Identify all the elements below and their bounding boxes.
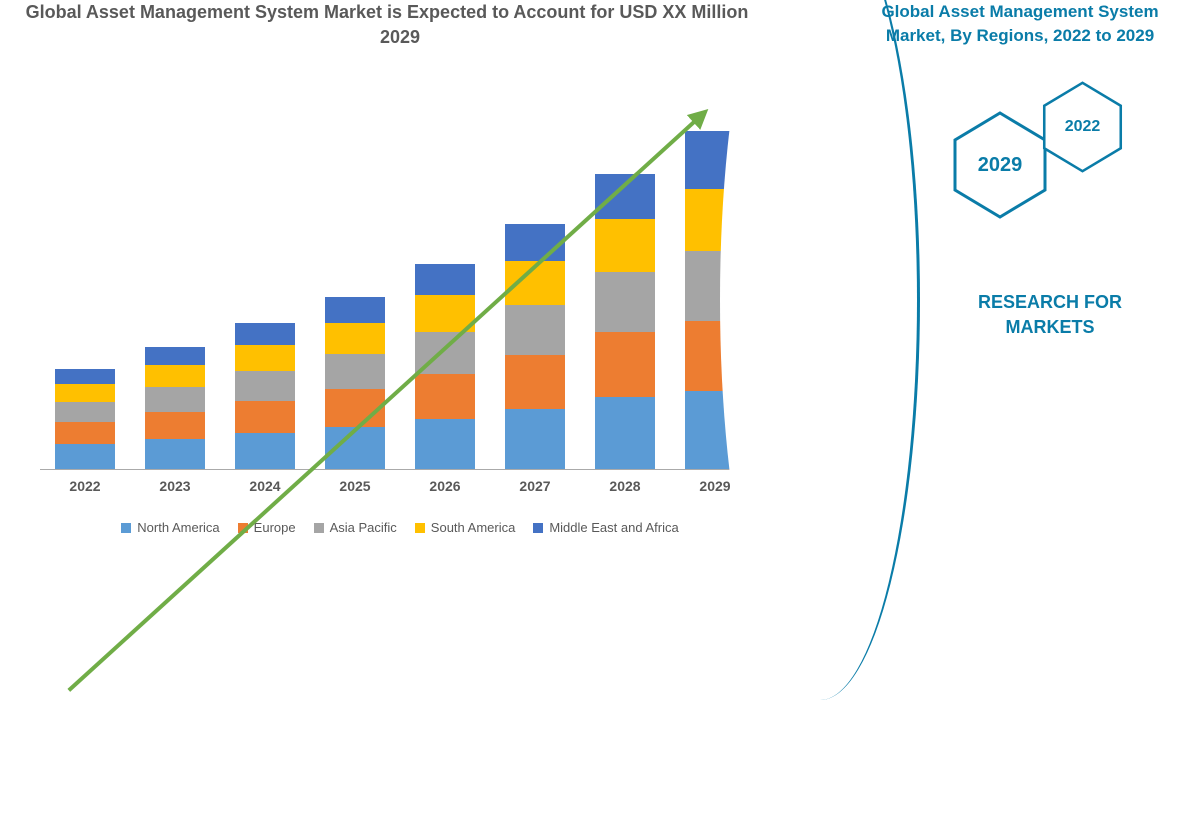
bar-slot: 2027 bbox=[500, 224, 570, 469]
bar bbox=[145, 347, 205, 469]
hex-group: 2029 2022 bbox=[930, 70, 1170, 250]
bar-segment bbox=[235, 323, 295, 345]
bar-category-label: 2025 bbox=[339, 478, 370, 494]
legend-label: South America bbox=[431, 520, 516, 535]
bar-segment bbox=[55, 422, 115, 444]
legend-swatch bbox=[238, 523, 248, 533]
bar-segment bbox=[325, 354, 385, 389]
bar-slot: 2023 bbox=[140, 347, 210, 469]
legend-item: South America bbox=[415, 520, 516, 535]
bar bbox=[595, 174, 655, 469]
hex-2029: 2029 bbox=[950, 110, 1050, 220]
hex-2022-label: 2022 bbox=[1065, 118, 1101, 136]
bar-segment bbox=[505, 224, 565, 261]
research-label: RESEARCH FOR MARKETS bbox=[940, 290, 1160, 340]
bar-segment bbox=[415, 419, 475, 469]
bar-category-label: 2029 bbox=[699, 478, 730, 494]
bar-segment bbox=[145, 439, 205, 469]
legend-swatch bbox=[415, 523, 425, 533]
chart-panel: Global Asset Management System Market is… bbox=[0, 0, 800, 600]
hex-2029-label: 2029 bbox=[978, 154, 1023, 177]
bar-category-label: 2028 bbox=[609, 478, 640, 494]
chart-area: 2022 2023 2024 2025 2026 2027 2028 2029 bbox=[20, 80, 780, 500]
bar-segment bbox=[55, 369, 115, 384]
bar-segment bbox=[235, 371, 295, 401]
legend-label: Europe bbox=[254, 520, 296, 535]
bar-segment bbox=[325, 427, 385, 469]
bar-segment bbox=[595, 219, 655, 272]
bar-segment bbox=[235, 345, 295, 371]
bar-segment bbox=[505, 355, 565, 409]
legend: North America Europe Asia Pacific South Ame… bbox=[20, 520, 780, 535]
bar-segment bbox=[325, 297, 385, 323]
bar bbox=[415, 264, 475, 469]
bar-segment bbox=[235, 401, 295, 433]
research-line1: RESEARCH FOR bbox=[978, 292, 1122, 312]
legend-item: North America bbox=[121, 520, 219, 535]
bar-segment bbox=[415, 332, 475, 374]
bar-segment bbox=[145, 347, 205, 365]
bar-segment bbox=[595, 174, 655, 219]
bar-slot: 2028 bbox=[590, 174, 660, 469]
legend-label: Asia Pacific bbox=[330, 520, 397, 535]
bar-category-label: 2027 bbox=[519, 478, 550, 494]
bar-segment bbox=[415, 264, 475, 295]
legend-item: Europe bbox=[238, 520, 296, 535]
legend-label: North America bbox=[137, 520, 219, 535]
bar-segment bbox=[595, 397, 655, 469]
bar-category-label: 2022 bbox=[69, 478, 100, 494]
bar-slot: 2022 bbox=[50, 369, 120, 469]
chart-title: Global Asset Management System Market is… bbox=[20, 0, 780, 50]
bar-segment bbox=[505, 409, 565, 469]
bar-segment bbox=[595, 272, 655, 332]
bar-segment bbox=[55, 384, 115, 402]
bar bbox=[325, 297, 385, 469]
legend-item: Asia Pacific bbox=[314, 520, 397, 535]
bar-slot: 2026 bbox=[410, 264, 480, 469]
bar-segment bbox=[55, 402, 115, 422]
legend-label: Middle East and Africa bbox=[549, 520, 678, 535]
bar-segment bbox=[325, 323, 385, 354]
bar-segment bbox=[235, 433, 295, 469]
legend-swatch bbox=[121, 523, 131, 533]
bar-category-label: 2026 bbox=[429, 478, 460, 494]
bar-segment bbox=[595, 332, 655, 397]
bar-segment bbox=[505, 305, 565, 355]
bar-segment bbox=[505, 261, 565, 305]
bar-category-label: 2024 bbox=[249, 478, 280, 494]
hex-2022: 2022 bbox=[1040, 80, 1125, 174]
bar-slot: 2024 bbox=[230, 323, 300, 469]
legend-swatch bbox=[533, 523, 543, 533]
bar-segment bbox=[415, 295, 475, 332]
right-title: Global Asset Management System Market, B… bbox=[860, 0, 1180, 48]
bar-segment bbox=[325, 389, 385, 427]
legend-swatch bbox=[314, 523, 324, 533]
bar-segment bbox=[55, 444, 115, 469]
bar-category-label: 2023 bbox=[159, 478, 190, 494]
bar-segment bbox=[145, 412, 205, 439]
bar-slot: 2025 bbox=[320, 297, 390, 469]
bar bbox=[505, 224, 565, 469]
research-line2: MARKETS bbox=[1006, 317, 1095, 337]
bar-segment bbox=[145, 387, 205, 412]
bar-segment bbox=[415, 374, 475, 419]
bars-container: 20222023202420252026202720282029 bbox=[40, 100, 760, 470]
bar bbox=[235, 323, 295, 469]
legend-item: Middle East and Africa bbox=[533, 520, 678, 535]
right-panel: Global Asset Management System Market, B… bbox=[800, 0, 1200, 600]
bar-segment bbox=[145, 365, 205, 387]
bar bbox=[55, 369, 115, 469]
